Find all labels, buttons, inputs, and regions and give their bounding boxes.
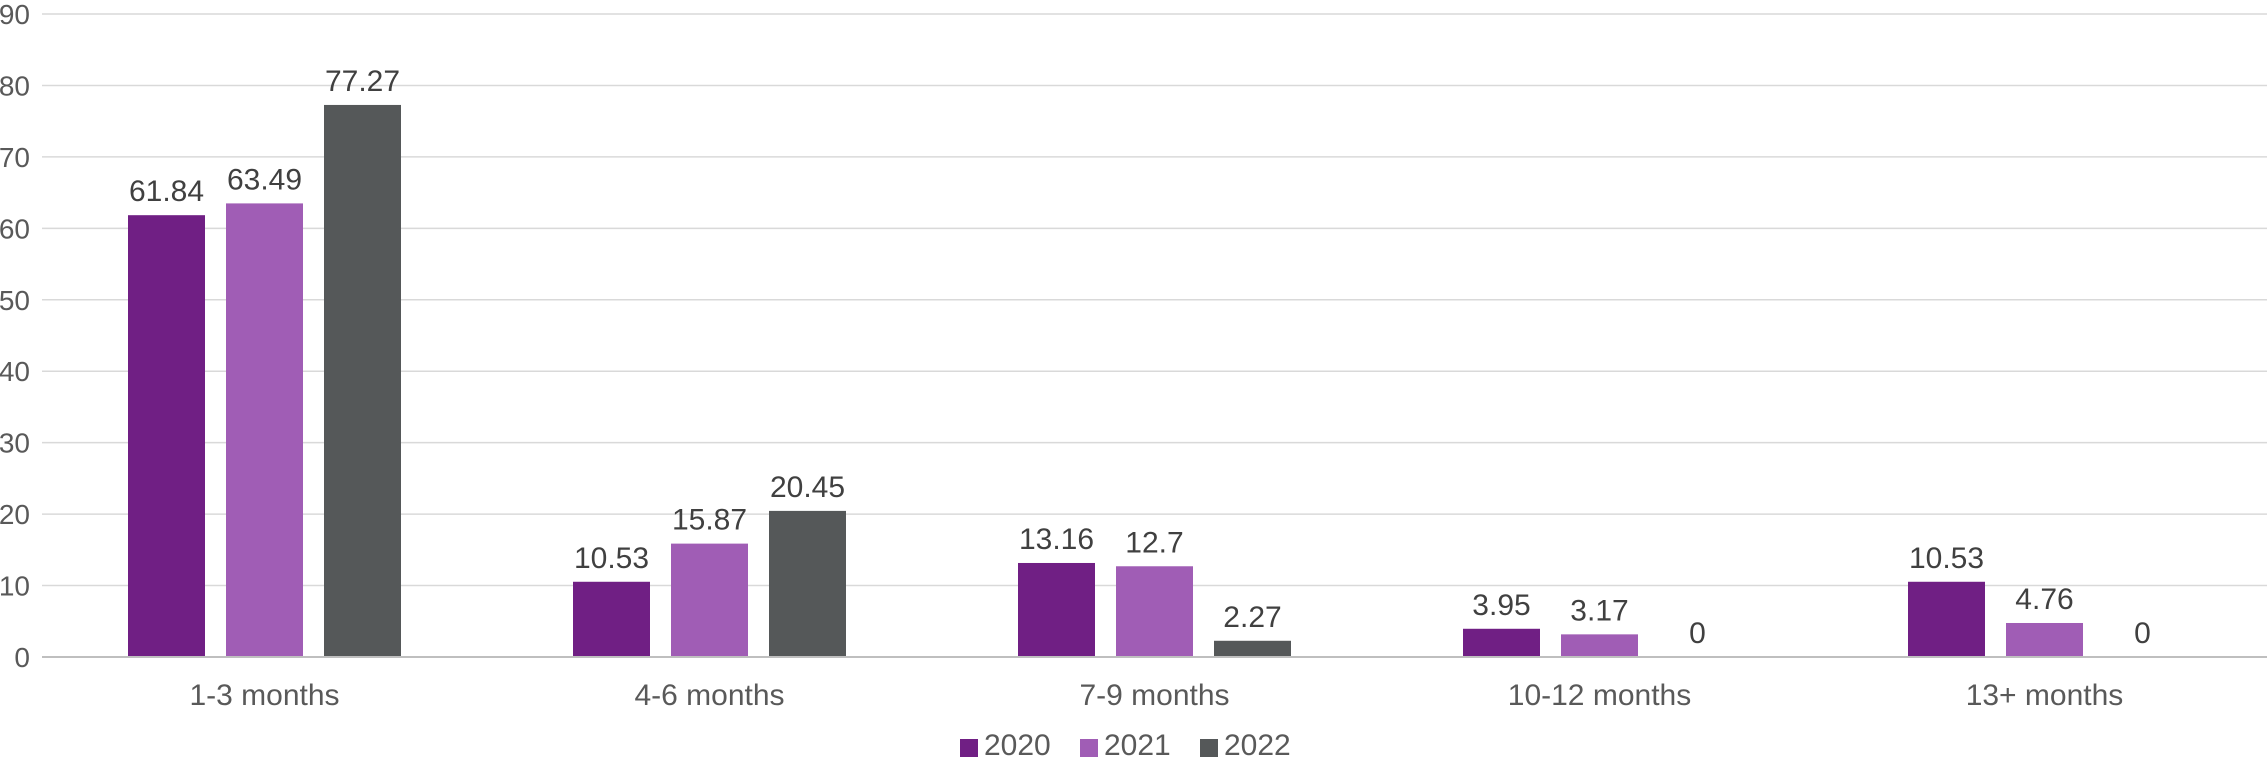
data-label: 0: [1689, 617, 1706, 650]
data-label: 10.53: [1909, 542, 1984, 575]
data-label: 2.27: [1223, 601, 1281, 634]
bar: [1561, 634, 1638, 657]
bar: [2006, 622, 2083, 657]
legend-swatch: [960, 739, 978, 757]
legend-item: 2021: [1080, 729, 1171, 762]
legend-label: 2021: [1104, 729, 1171, 762]
bar: [769, 510, 846, 657]
data-label: 13.16: [1019, 523, 1094, 556]
data-label: 10.53: [574, 542, 649, 575]
data-label: 3.95: [1472, 589, 1530, 622]
y-tick-label: 40: [0, 356, 30, 387]
x-tick-label: 1-3 months: [189, 679, 339, 712]
y-tick-label: 60: [0, 213, 30, 244]
legend-label: 2022: [1224, 729, 1291, 762]
legend-swatch: [1080, 739, 1098, 757]
y-tick-label: 0: [14, 642, 30, 673]
data-label: 77.27: [325, 65, 400, 98]
legend: 2020 2021 2022: [960, 729, 1291, 762]
x-tick-label: 7-9 months: [1079, 679, 1229, 712]
legend-swatch: [1200, 739, 1218, 757]
data-label: 63.49: [227, 163, 302, 196]
y-tick-label: 50: [0, 285, 30, 316]
bar: [128, 215, 205, 657]
data-labels: 61.84 63.49 77.27 10.53 15.87 20.45 13.16 12.7 2…: [129, 65, 2151, 650]
bars: [128, 104, 2083, 657]
y-tick-label: 10: [0, 571, 30, 602]
bar: [1908, 581, 1985, 657]
legend-item: 2022: [1200, 729, 1291, 762]
legend-item: 2020: [960, 729, 1051, 762]
bar: [1214, 640, 1291, 657]
y-tick-label: 80: [0, 70, 30, 101]
y-tick-label: 90: [0, 0, 30, 30]
data-label: 4.76: [2015, 583, 2073, 616]
data-label: 12.7: [1125, 526, 1183, 559]
data-label: 20.45: [770, 471, 845, 504]
data-label: 15.87: [672, 504, 747, 537]
bar: [1018, 562, 1095, 657]
y-axis: 0 10 20 30 40 50 60 70 80 90: [0, 0, 30, 673]
x-tick-label: 4-6 months: [634, 679, 784, 712]
bar: [324, 104, 401, 657]
data-label: 61.84: [129, 175, 204, 208]
data-label: 0: [2134, 617, 2151, 650]
y-tick-label: 20: [0, 499, 30, 530]
y-tick-label: 30: [0, 428, 30, 459]
y-tick-label: 70: [0, 142, 30, 173]
x-axis: 1-3 months 4-6 months 7-9 months 10-12 mont…: [42, 656, 2267, 712]
data-label: 3.17: [1570, 594, 1628, 627]
bar: [226, 203, 303, 657]
bar: [671, 543, 748, 657]
gridlines: [42, 13, 2267, 587]
bar: [573, 581, 650, 657]
x-tick-label: 10-12 months: [1508, 679, 1691, 712]
legend-label: 2020: [984, 729, 1051, 762]
bar: [1463, 628, 1540, 657]
x-tick-label: 13+ months: [1966, 679, 2124, 712]
bar: [1116, 566, 1193, 657]
